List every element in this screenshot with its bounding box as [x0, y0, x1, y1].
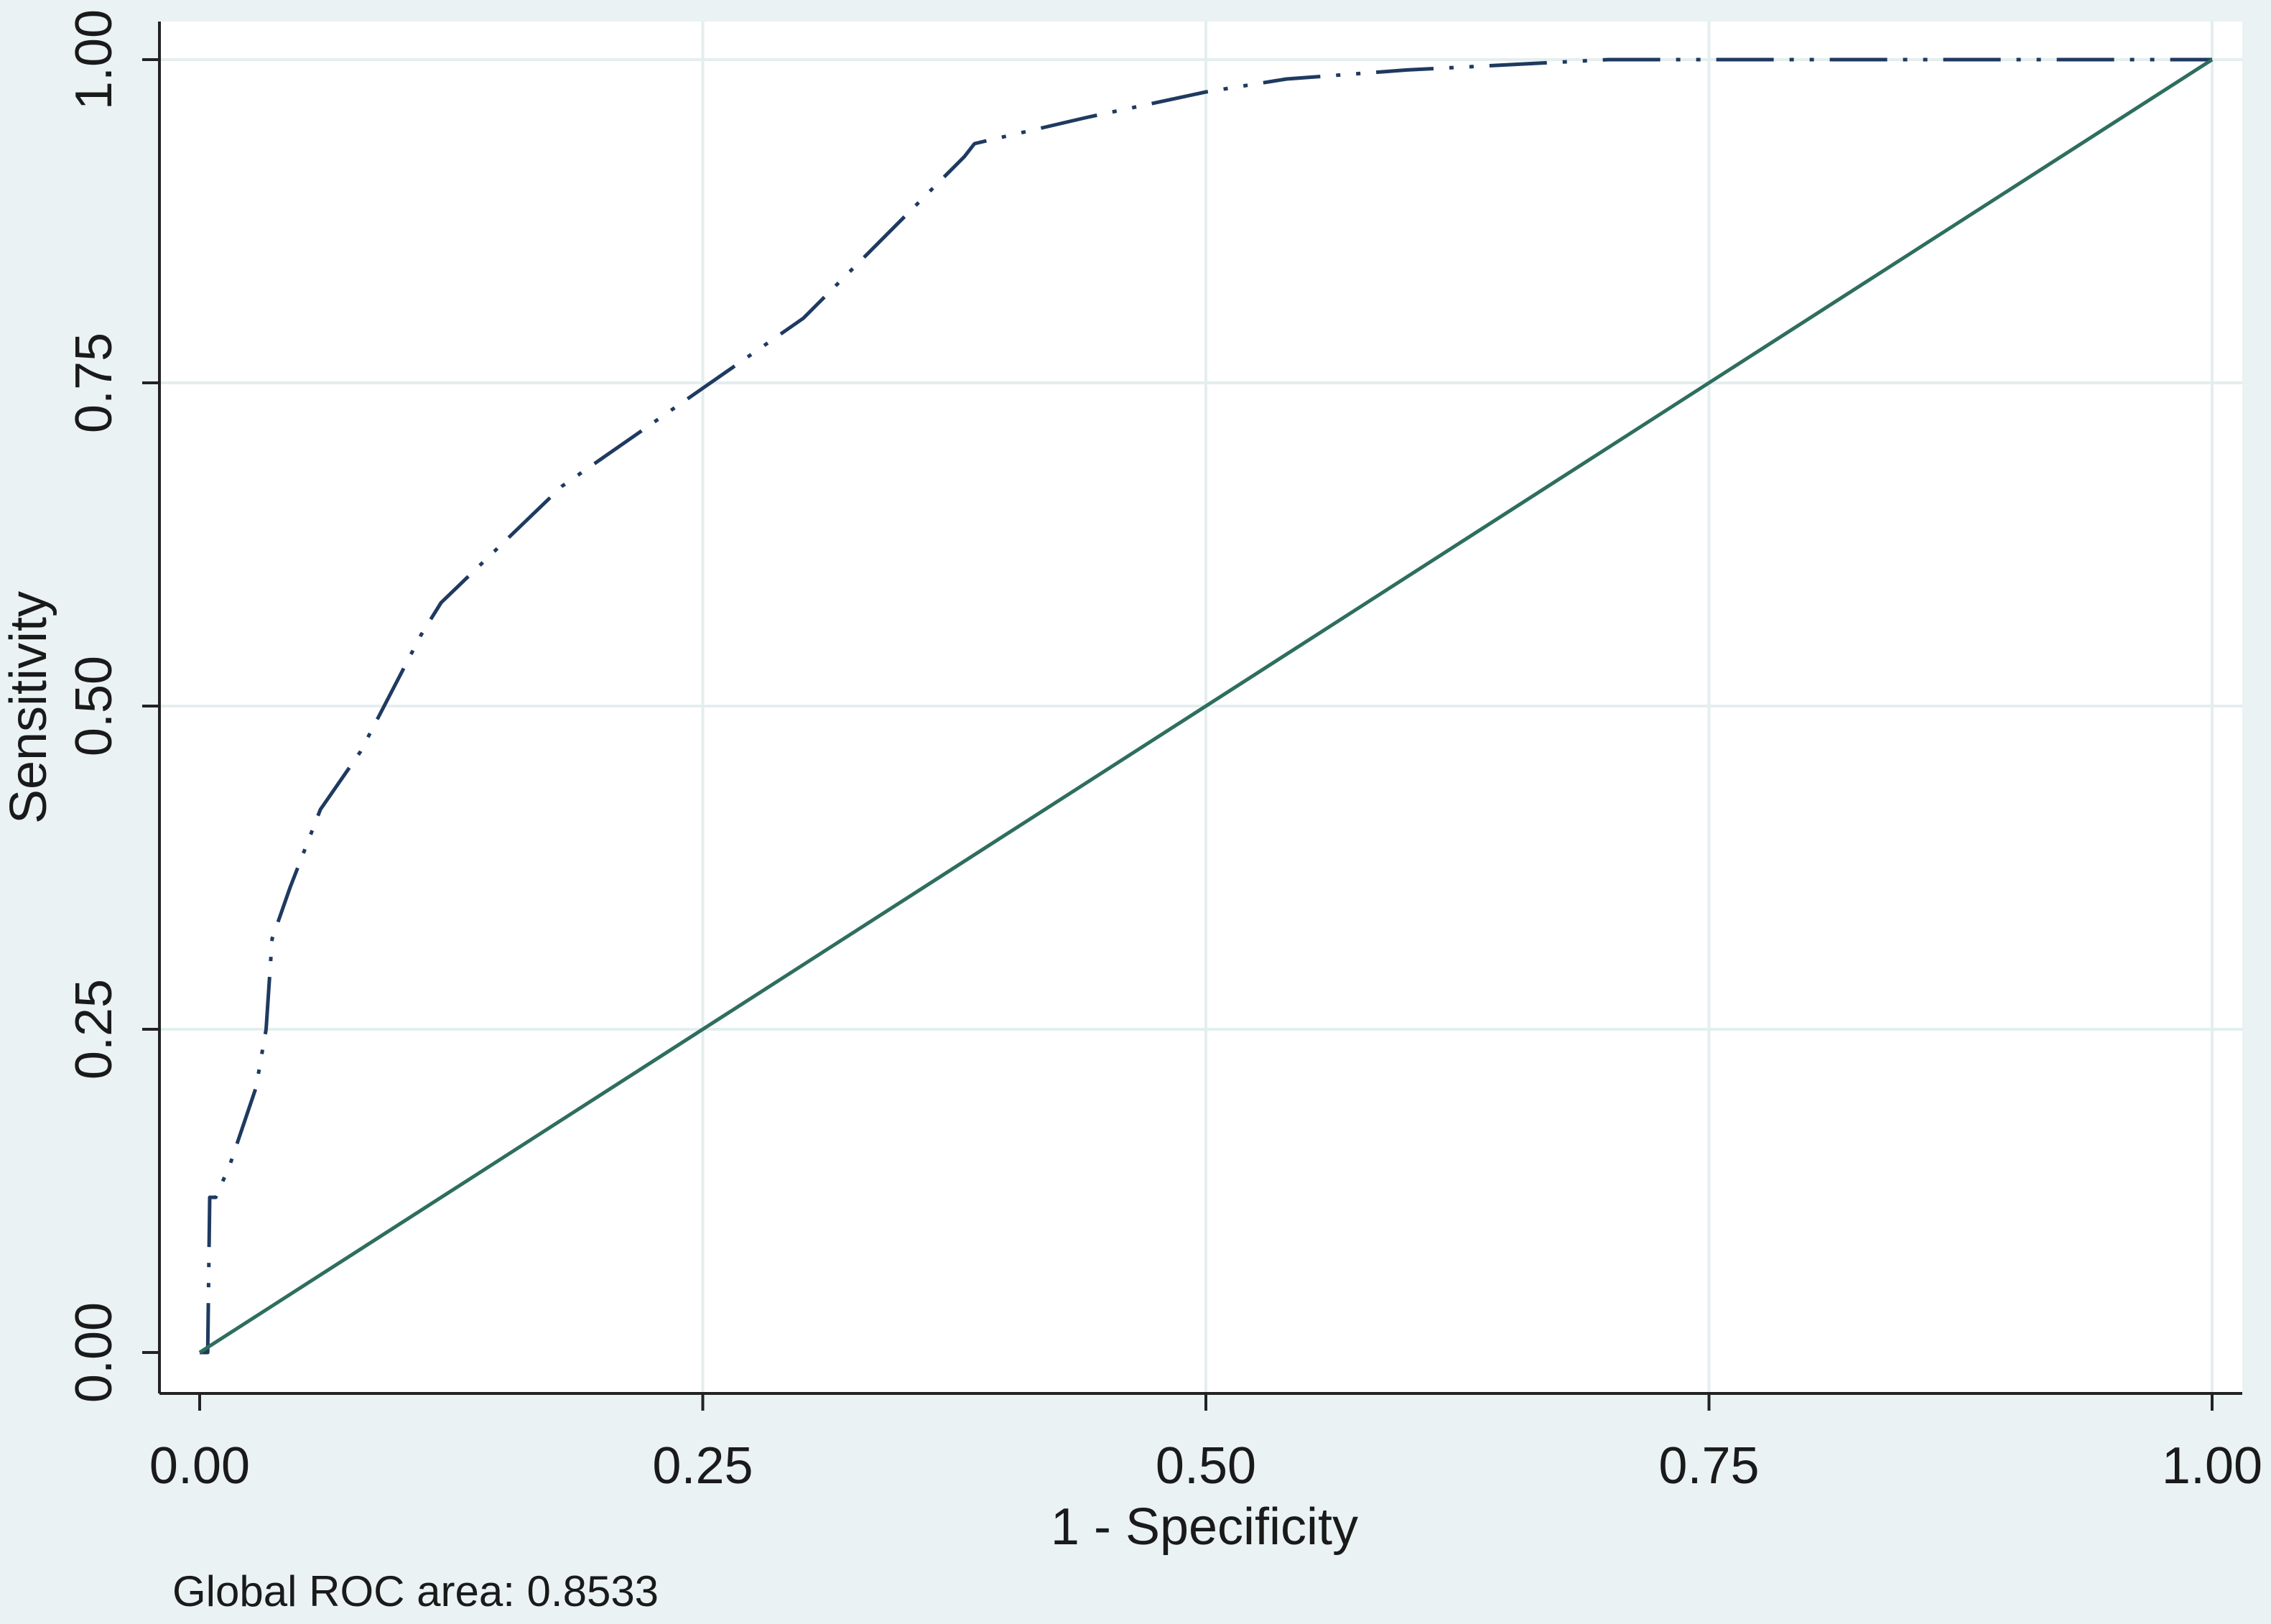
y-tick-label: 0.50: [65, 656, 123, 756]
y-tick-label: 0.00: [65, 1302, 123, 1403]
reference-line: [198, 57, 2214, 1355]
x-axis-label: 1 - Specificity: [1051, 1498, 1358, 1556]
y-tick-label: 1.00: [65, 9, 123, 110]
x-tick-label: 0.00: [149, 1437, 250, 1495]
y-tick-label: 0.75: [65, 333, 123, 433]
x-tick-label: 0.25: [652, 1437, 753, 1495]
axes: 0.00 0.25 0.50 0.75 1.00 0.00 0.25 0.50 0.75 1.00: [65, 9, 2262, 1495]
x-tick-label: 0.50: [1156, 1437, 1256, 1495]
x-tick-label: 0.75: [1658, 1437, 1759, 1495]
roc-area-annotation: Global ROC area: 0.8533: [172, 1567, 659, 1615]
series-lines: [198, 57, 2214, 1355]
y-axis-label: Sensitivity: [0, 591, 57, 824]
roc-curve: [200, 57, 2212, 1355]
x-tick-label: 1.00: [2162, 1437, 2262, 1495]
y-tick-label: 0.25: [65, 979, 123, 1080]
